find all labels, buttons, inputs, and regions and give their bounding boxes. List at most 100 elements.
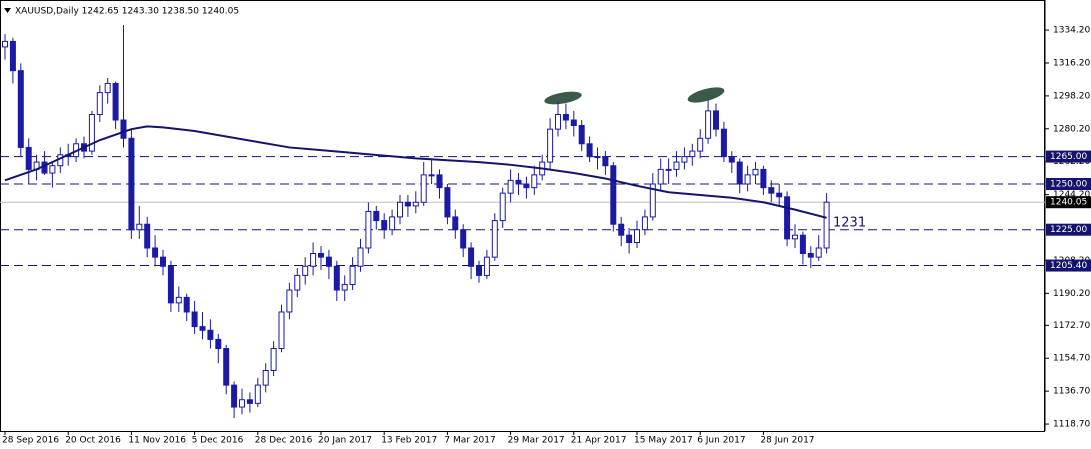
- candle-body: [333, 265, 340, 291]
- x-tick-label: 11 Nov 2016: [128, 436, 186, 446]
- x-tick-label: 15 May 2017: [634, 436, 693, 446]
- candle-body: [349, 265, 356, 286]
- candle-body: [104, 82, 111, 94]
- candle-body: [136, 223, 143, 231]
- candle-body: [191, 311, 198, 328]
- candle-body: [17, 70, 24, 148]
- y-tick-label: 1172.70: [1053, 321, 1090, 331]
- candle-body: [49, 165, 56, 174]
- candle-body: [357, 247, 364, 267]
- y-tick-label: 1154.70: [1053, 354, 1090, 364]
- candle-body: [491, 220, 498, 258]
- price-label-box: [1046, 259, 1091, 272]
- candle-body: [744, 174, 751, 185]
- candle-body: [318, 252, 324, 258]
- candle-body: [365, 210, 372, 249]
- candle-body: [476, 265, 482, 276]
- candle-body: [88, 114, 95, 152]
- price-label-box: [1046, 223, 1091, 236]
- x-tick-label: 13 Feb 2017: [381, 436, 437, 446]
- candle-body: [341, 284, 348, 291]
- y-tick-label: 1118.70: [1053, 420, 1090, 430]
- x-tick-label: 29 Mar 2017: [508, 436, 565, 446]
- candle-body: [246, 399, 253, 404]
- candle-body: [9, 40, 16, 72]
- candle-body: [736, 161, 743, 185]
- candle-body: [784, 196, 791, 240]
- candle-body: [626, 234, 633, 244]
- candle-body: [483, 256, 490, 276]
- candle-body: [223, 348, 230, 386]
- candle-body: [649, 183, 656, 218]
- candle-body: [547, 128, 554, 163]
- price-label: 1205.40: [1050, 261, 1087, 271]
- x-tick-label: 28 Sep 2016: [2, 436, 59, 446]
- menu-arrow[interactable]: [4, 8, 11, 13]
- candle-body: [673, 161, 680, 170]
- candle-body: [428, 174, 435, 177]
- candle-body: [792, 234, 798, 240]
- candle-body: [412, 201, 419, 207]
- candle-body: [262, 369, 269, 386]
- candle-body: [657, 168, 664, 185]
- price-label: 1265.00: [1050, 152, 1087, 162]
- y-tick-label: 1190.20: [1053, 289, 1090, 299]
- y-tick-label: 1244.20: [1053, 190, 1090, 200]
- candle-body: [2, 40, 8, 48]
- candle-body: [167, 265, 174, 304]
- candle-body: [444, 187, 451, 218]
- candle-body: [523, 183, 530, 189]
- x-tick-label: 20 Oct 2016: [65, 436, 121, 446]
- candle-body: [728, 156, 735, 163]
- candle-body: [239, 399, 245, 408]
- x-tick-label: 20 Jan 2017: [318, 436, 372, 446]
- candle-body: [144, 223, 151, 249]
- x-tick-label: 7 Mar 2017: [444, 436, 495, 446]
- x-tick-label: 28 Dec 2016: [255, 436, 313, 446]
- candle-body: [641, 216, 648, 231]
- price-label-box: [1046, 196, 1091, 209]
- candle-body: [618, 223, 625, 236]
- candle-body: [681, 156, 688, 163]
- candle-body: [278, 311, 285, 350]
- y-tick-label: 1136.70: [1053, 387, 1090, 397]
- x-tick-label: 5 Dec 2016: [192, 436, 244, 446]
- candle-body: [776, 192, 783, 198]
- candle-body: [665, 168, 672, 171]
- candle-body: [254, 384, 261, 404]
- candle-body: [128, 137, 135, 231]
- candle-body: [183, 296, 190, 313]
- candle-body: [807, 252, 814, 258]
- candle-body: [594, 156, 601, 159]
- candle-body: [325, 256, 332, 267]
- price-label-box: [1046, 178, 1091, 191]
- candle-body: [499, 192, 506, 222]
- price-label: 1250.00: [1050, 180, 1087, 190]
- price-label-box: [1046, 150, 1091, 163]
- price-label: 1240.05: [1050, 198, 1087, 208]
- candle-body: [294, 274, 301, 291]
- candle-body: [420, 174, 427, 203]
- candle-body: [760, 168, 767, 189]
- candle-body: [270, 348, 277, 371]
- candle-body: [120, 119, 127, 139]
- candle-body: [634, 229, 640, 244]
- y-tick-label: 1298.20: [1053, 91, 1090, 101]
- candle-body: [397, 201, 403, 218]
- candle-body: [404, 201, 411, 207]
- candle-body: [823, 201, 830, 249]
- candle-body: [468, 247, 475, 267]
- y-tick-label: 1316.20: [1053, 58, 1090, 68]
- plot-frame: [0, 0, 1045, 432]
- candle-body: [199, 326, 206, 331]
- y-tick-label: 1280.20: [1053, 124, 1090, 134]
- candle-body: [555, 114, 561, 130]
- candle-body: [578, 125, 585, 145]
- candle-body: [452, 216, 459, 231]
- candle-body: [586, 143, 593, 158]
- x-tick-label: 21 Apr 2017: [571, 436, 627, 446]
- candle-body: [152, 247, 159, 258]
- candle-body: [713, 110, 719, 130]
- candle-body: [231, 384, 238, 408]
